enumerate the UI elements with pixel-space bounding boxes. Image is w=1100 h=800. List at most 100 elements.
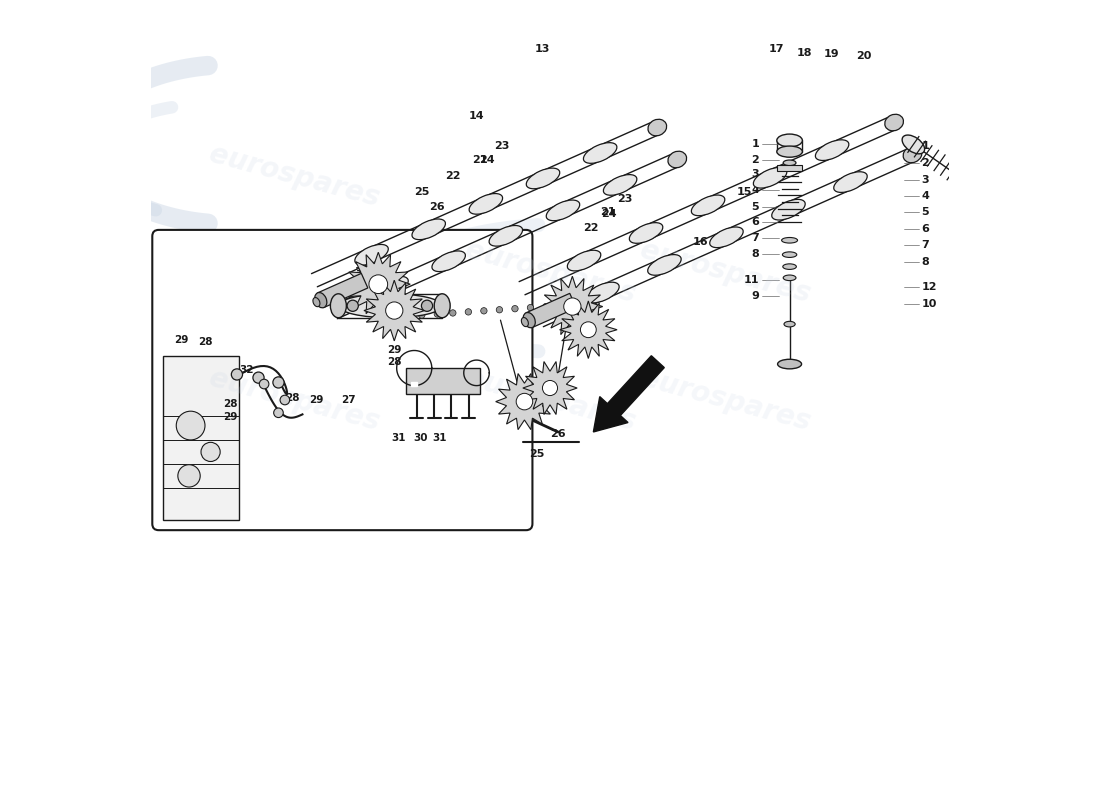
Text: 29: 29 xyxy=(309,395,324,405)
Ellipse shape xyxy=(490,226,522,246)
Ellipse shape xyxy=(783,264,796,270)
Ellipse shape xyxy=(778,359,802,369)
Text: 21: 21 xyxy=(601,207,616,218)
Circle shape xyxy=(253,372,264,383)
Text: 7: 7 xyxy=(751,233,759,243)
Ellipse shape xyxy=(777,146,802,158)
Polygon shape xyxy=(346,252,410,316)
Ellipse shape xyxy=(547,200,580,221)
Ellipse shape xyxy=(777,134,802,147)
Text: eurospares: eurospares xyxy=(462,364,638,436)
Circle shape xyxy=(1000,203,1011,214)
Text: 28: 28 xyxy=(387,357,402,366)
Ellipse shape xyxy=(815,140,849,161)
Ellipse shape xyxy=(902,135,925,154)
Text: eurospares: eurospares xyxy=(462,236,638,309)
Text: 1: 1 xyxy=(922,141,930,151)
Circle shape xyxy=(542,303,549,310)
Text: 26: 26 xyxy=(550,429,565,438)
Ellipse shape xyxy=(783,275,796,281)
Text: eurospares: eurospares xyxy=(206,364,383,436)
Text: 24: 24 xyxy=(480,155,495,166)
Circle shape xyxy=(481,308,487,314)
Text: 6: 6 xyxy=(922,224,930,234)
Polygon shape xyxy=(522,362,578,414)
Text: 10: 10 xyxy=(922,299,937,309)
Circle shape xyxy=(1022,219,1033,230)
Circle shape xyxy=(419,312,425,318)
Text: 23: 23 xyxy=(617,194,632,204)
Text: 23: 23 xyxy=(494,141,509,151)
Polygon shape xyxy=(542,276,603,337)
Text: 29: 29 xyxy=(387,346,402,355)
Ellipse shape xyxy=(834,172,867,193)
Ellipse shape xyxy=(526,168,560,189)
Circle shape xyxy=(1032,226,1043,237)
Text: 33: 33 xyxy=(354,267,370,278)
Text: 2: 2 xyxy=(751,155,759,166)
Text: 28: 28 xyxy=(198,337,212,346)
Text: 18: 18 xyxy=(796,48,812,58)
Text: 14: 14 xyxy=(469,111,484,122)
Text: 28: 28 xyxy=(223,399,238,409)
Ellipse shape xyxy=(375,276,408,297)
Text: eurospares: eurospares xyxy=(206,140,383,213)
Text: 5: 5 xyxy=(751,202,759,212)
Text: 5: 5 xyxy=(922,207,930,218)
Text: 20: 20 xyxy=(856,50,871,61)
Text: 12: 12 xyxy=(922,282,937,292)
Text: 13: 13 xyxy=(535,44,550,54)
Circle shape xyxy=(527,305,534,311)
Ellipse shape xyxy=(629,222,663,243)
Text: 28: 28 xyxy=(286,394,300,403)
Circle shape xyxy=(512,306,518,312)
FancyBboxPatch shape xyxy=(152,230,532,530)
Ellipse shape xyxy=(434,294,450,318)
Text: 9: 9 xyxy=(751,291,759,301)
Text: 4: 4 xyxy=(922,191,930,202)
Circle shape xyxy=(176,411,205,440)
Text: 29: 29 xyxy=(223,412,238,422)
Circle shape xyxy=(178,465,200,487)
Ellipse shape xyxy=(648,119,667,136)
Ellipse shape xyxy=(339,294,442,318)
Circle shape xyxy=(273,377,284,388)
Circle shape xyxy=(274,408,284,418)
Text: 30: 30 xyxy=(414,434,428,443)
Circle shape xyxy=(581,322,596,338)
Text: 2: 2 xyxy=(922,158,930,168)
Text: 8: 8 xyxy=(922,257,930,267)
Ellipse shape xyxy=(903,146,922,162)
Polygon shape xyxy=(406,368,480,394)
Text: eurospares: eurospares xyxy=(637,364,814,436)
Circle shape xyxy=(450,310,456,316)
Circle shape xyxy=(465,309,472,315)
Text: 7: 7 xyxy=(922,240,930,250)
Circle shape xyxy=(516,394,532,410)
Text: 24: 24 xyxy=(602,209,617,219)
Text: 21: 21 xyxy=(472,155,487,166)
Circle shape xyxy=(496,306,503,313)
Polygon shape xyxy=(496,374,553,430)
Text: 3: 3 xyxy=(922,174,930,185)
Polygon shape xyxy=(163,356,239,520)
Text: 31: 31 xyxy=(390,434,406,443)
Ellipse shape xyxy=(648,254,681,275)
Ellipse shape xyxy=(315,293,327,308)
Text: 11: 11 xyxy=(744,275,759,286)
Ellipse shape xyxy=(521,318,528,326)
Circle shape xyxy=(403,313,409,319)
Ellipse shape xyxy=(312,298,320,306)
Ellipse shape xyxy=(583,142,617,163)
Text: 4: 4 xyxy=(751,185,759,195)
Text: 19: 19 xyxy=(823,50,839,59)
Polygon shape xyxy=(560,301,617,358)
Ellipse shape xyxy=(784,322,795,327)
Text: 16: 16 xyxy=(692,237,708,247)
Ellipse shape xyxy=(604,174,637,195)
Text: 15: 15 xyxy=(736,187,751,198)
Text: 6: 6 xyxy=(751,217,759,227)
Ellipse shape xyxy=(432,251,465,271)
Ellipse shape xyxy=(754,167,786,188)
Circle shape xyxy=(1012,212,1024,223)
